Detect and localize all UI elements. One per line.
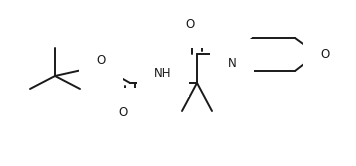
Text: N: N <box>227 56 236 70</box>
Text: O: O <box>119 106 127 119</box>
Text: O: O <box>96 53 106 67</box>
Text: O: O <box>320 47 330 60</box>
Text: NH: NH <box>154 67 172 80</box>
Text: O: O <box>185 17 195 31</box>
